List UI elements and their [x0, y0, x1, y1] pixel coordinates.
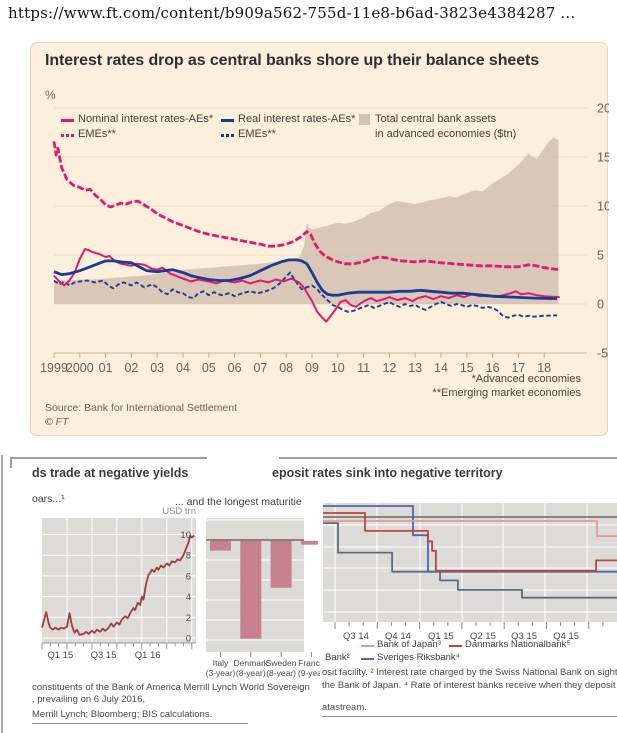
svg-text:10: 10 — [180, 530, 191, 541]
svg-text:Q1 15: Q1 15 — [47, 650, 73, 661]
svg-text:08: 08 — [279, 361, 293, 375]
chart-title: Interest rates drop as central banks sho… — [45, 52, 540, 69]
svg-text:18: 18 — [537, 361, 551, 375]
longest-maturities-bar-chart: Italy(3-year)Denmark(8-year)Sweden(8-yea… — [206, 518, 320, 678]
svg-text:Denmark: Denmark — [234, 658, 269, 668]
svg-text:Italy: Italy — [213, 658, 229, 668]
footnote-advanced-economies: *Advanced economies — [471, 373, 581, 385]
ft-chart-card: Interest rates drop as central banks sho… — [30, 42, 609, 436]
svg-text:8: 8 — [186, 551, 191, 562]
svg-text:01: 01 — [99, 361, 113, 375]
svg-text:17: 17 — [511, 361, 525, 375]
middle-panel-subheading: ... and the longest maturitie — [175, 496, 302, 508]
left-footnote-1: constituents of the Bank of America Merr… — [32, 682, 310, 693]
svg-text:Q2 15: Q2 15 — [470, 631, 496, 642]
divider-left — [10, 457, 207, 459]
right-footnote-2: the Bank of Japan. ⁴ Rate of interest ba… — [322, 680, 617, 691]
left-footnote-2: , prevailing on 6 July 2016, — [32, 694, 146, 705]
svg-text:13: 13 — [408, 361, 422, 375]
legend-label-real-aes: Real interest rates-AEs* — [238, 113, 356, 125]
legend-label-riksbank: Sveriges Riksbank⁴ — [377, 652, 460, 663]
svg-text:14: 14 — [434, 361, 448, 375]
svg-text:USD trn: USD trn — [162, 506, 196, 517]
svg-text:Q3 15: Q3 15 — [91, 650, 117, 661]
left-figure-heading: ds trade at negative yields — [32, 466, 189, 480]
svg-text:(8-year): (8-year) — [266, 668, 296, 678]
svg-text:06: 06 — [228, 361, 242, 375]
svg-text:France: France — [298, 658, 320, 668]
svg-text:Q3 14: Q3 14 — [343, 631, 369, 642]
svg-text:-5: -5 — [597, 347, 608, 361]
divider-right — [279, 457, 617, 459]
legend-label-assets-line1: Total central bank assets — [375, 113, 497, 125]
left-panel-subheading: oars...¹ — [32, 493, 65, 505]
svg-text:0: 0 — [597, 298, 604, 312]
deposit-rates-step-chart: Q3 14 Q4 14 Q1 15 Q2 15 Q3 15 Q4 15 — [323, 503, 617, 642]
svg-text:05: 05 — [202, 361, 216, 375]
svg-text:15: 15 — [460, 361, 474, 375]
svg-text:16: 16 — [486, 361, 500, 375]
nominal-emes-line-swatch-icon — [61, 134, 74, 137]
svg-text:1999: 1999 — [40, 361, 68, 375]
bis-figures-section: ds trade at negative yields eposit rates… — [0, 455, 617, 733]
legend-label-danmarks: Danmarks Nationalbank⁵ — [465, 639, 571, 650]
svg-text:(3-year): (3-year) — [206, 668, 236, 678]
right-source: atastream. — [322, 702, 367, 713]
y-axis-unit-label: % — [45, 88, 56, 102]
svg-text:Q3 15: Q3 15 — [511, 631, 537, 642]
svg-text:5: 5 — [597, 249, 604, 263]
svg-text:2: 2 — [186, 613, 191, 624]
right-bottom-rule — [322, 716, 617, 717]
svg-text:Q4 14: Q4 14 — [385, 631, 411, 642]
svg-text:(8-year): (8-year) — [236, 668, 266, 678]
svg-text:10: 10 — [331, 361, 345, 375]
left-bottom-rule — [32, 723, 248, 724]
right-footnote-1: osit facility. ² Interest rate charged b… — [322, 667, 617, 678]
central-bank-assets-area-swatch-icon — [359, 114, 370, 125]
svg-text:04: 04 — [176, 361, 190, 375]
footnote-emerging-economies: **Emerging market economies — [432, 387, 581, 399]
legend-label-nominal-aes: Nominal interest rates-AEs* — [78, 113, 214, 125]
source-label: Source: Bank for International Settlemen… — [45, 402, 238, 414]
svg-text:2000: 2000 — [66, 361, 94, 375]
legend-label-nominal-emes: EMEs** — [78, 128, 116, 140]
svg-text:6: 6 — [186, 571, 191, 582]
svg-text:02: 02 — [124, 361, 138, 375]
divider-left-stub — [10, 457, 12, 468]
svg-text:0: 0 — [186, 634, 191, 645]
left-sources: Merrill Lynch; Bloomberg; BIS calculatio… — [32, 709, 213, 720]
right-figure-heading: eposit rates sink into negative territor… — [272, 466, 503, 480]
svg-text:(9-year: (9-year — [298, 668, 320, 678]
svg-text:Q4 15: Q4 15 — [553, 631, 579, 642]
svg-text:11: 11 — [357, 361, 370, 375]
page-edge-line — [1, 455, 3, 733]
negative-yields-line-chart: 0 2 4 6 8 10 USD trn Q1 15 Q3 15 Q1 16 — [41, 506, 196, 661]
svg-text:09: 09 — [305, 361, 319, 375]
svg-text:Sweden: Sweden — [266, 658, 297, 668]
danmarks-line-swatch-icon — [449, 645, 462, 647]
nominal-aes-line-swatch-icon — [61, 119, 74, 122]
svg-text:Q1 15: Q1 15 — [428, 631, 454, 642]
svg-text:07: 07 — [253, 361, 267, 375]
legend-label-bank: Bank² — [325, 652, 350, 663]
boj-line-swatch-icon — [361, 645, 374, 647]
riksbank-line-swatch-icon — [361, 658, 374, 660]
real-emes-line-swatch-icon — [221, 134, 234, 137]
url-bar[interactable]: https://www.ft.com/content/b909a562-755d… — [8, 4, 576, 22]
legend-label-real-emes: EMEs** — [238, 128, 276, 140]
svg-text:12: 12 — [382, 361, 396, 375]
legend-label-boj: Bank of Japan³ — [377, 639, 441, 650]
svg-text:Q1 16: Q1 16 — [135, 650, 161, 661]
svg-text:20: 20 — [597, 102, 609, 116]
copyright-label: © FT — [45, 416, 69, 428]
svg-text:4: 4 — [186, 592, 191, 603]
svg-text:10: 10 — [597, 200, 609, 214]
real-aes-line-swatch-icon — [221, 119, 234, 122]
svg-text:15: 15 — [597, 151, 609, 165]
legend-label-assets-line2: in advanced economies ($tn) — [375, 128, 517, 140]
svg-text:03: 03 — [150, 361, 164, 375]
